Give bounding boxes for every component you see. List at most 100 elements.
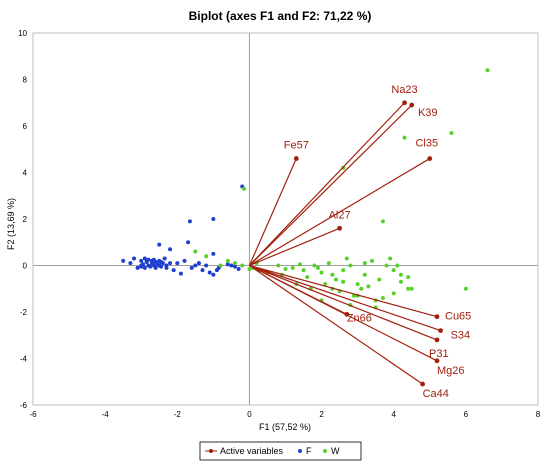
point-F [151, 257, 156, 262]
plot-area [32, 32, 539, 406]
point-W [380, 296, 385, 301]
vector-al27 [249, 227, 340, 267]
point-W [362, 261, 367, 266]
point-F [200, 268, 205, 273]
vector-end-p31 [434, 337, 440, 343]
vector-fe57 [248, 158, 297, 266]
variable-label-fe57: Fe57 [284, 140, 309, 152]
point-W [362, 272, 367, 277]
point-W [384, 263, 389, 268]
point-W [204, 254, 209, 259]
legend-label-F: F [306, 446, 312, 456]
chart-title: Biplot (axes F1 and F2: 71,22 %) [189, 9, 372, 23]
point-W [395, 263, 400, 268]
point-F [146, 257, 151, 262]
vector-end-na23 [402, 100, 407, 106]
point-W [330, 272, 335, 277]
vector-cu65 [249, 264, 438, 318]
x-tick-label: 0 [247, 410, 252, 419]
variable-label-s34: S34 [451, 330, 471, 342]
y-tick-label: -6 [20, 401, 28, 410]
point-F [141, 262, 146, 267]
vector-s34 [249, 264, 441, 332]
point-F [168, 261, 173, 266]
vector-end-al27 [337, 225, 343, 231]
point-W [240, 263, 245, 268]
x-tick-label: -6 [29, 410, 37, 419]
point-W [283, 266, 288, 271]
point-F [229, 263, 234, 268]
x-tick-label: 6 [464, 410, 469, 419]
variable-label-mg26: Mg26 [437, 365, 465, 377]
point-W [315, 265, 320, 270]
legend-box [199, 441, 362, 461]
legend-swatch-active [209, 449, 213, 453]
point-W [305, 275, 310, 280]
point-W [276, 263, 281, 268]
point-W [359, 286, 364, 291]
point-F [211, 272, 216, 277]
point-F [211, 217, 216, 221]
legend-swatch-F [298, 449, 302, 453]
point-F [162, 256, 167, 261]
point-W [380, 219, 385, 224]
point-W [297, 262, 302, 267]
point-F [204, 263, 209, 268]
point-F [233, 264, 237, 269]
point-W [326, 261, 331, 266]
point-F [128, 261, 133, 266]
point-W [377, 277, 382, 282]
point-W [485, 68, 490, 73]
point-F [164, 263, 169, 268]
point-F [159, 260, 164, 265]
point-F [139, 258, 144, 263]
point-F [171, 268, 176, 273]
point-W [233, 261, 237, 266]
point-W [301, 268, 306, 273]
variable-label-cu65: Cu65 [445, 311, 471, 323]
x-axis-ticks: -6 -4 -2 0 2 4 6 8 [29, 410, 540, 419]
vector-na23 [248, 102, 405, 266]
point-W [406, 275, 411, 280]
legend-label-W: W [331, 446, 340, 456]
y-tick-label: 2 [23, 215, 28, 224]
point-W [319, 270, 324, 275]
legend-label-active: Active variables [220, 446, 284, 456]
point-F [121, 258, 126, 263]
point-W [334, 277, 338, 282]
y-tick-label: 8 [23, 76, 28, 85]
point-F [236, 266, 241, 271]
point-F [175, 261, 180, 266]
vector-end-fe57 [293, 156, 299, 161]
point-W [341, 268, 346, 273]
variable-label-p31: P31 [429, 348, 449, 360]
y-tick-label: -2 [20, 308, 28, 317]
point-W [312, 263, 317, 268]
vector-cl35 [249, 158, 431, 267]
point-F [142, 256, 147, 261]
point-F [178, 271, 183, 276]
point-W [218, 263, 223, 268]
point-F [157, 242, 162, 247]
point-F [142, 265, 147, 270]
point-F [148, 264, 153, 269]
vector-end-k39 [409, 102, 415, 108]
point-W [290, 265, 295, 270]
point-W [355, 282, 360, 287]
x-tick-label: 8 [536, 410, 541, 419]
series-F-points [121, 184, 245, 277]
point-F [153, 265, 158, 270]
y-tick-label: 0 [23, 262, 28, 271]
point-F [193, 263, 198, 268]
y-axis-label: F2 (13,69 %) [6, 198, 16, 250]
x-axis-label: F1 (57,52 %) [259, 422, 311, 432]
point-W [344, 256, 349, 261]
point-W [409, 286, 414, 291]
point-F [187, 219, 192, 224]
point-W [391, 291, 396, 296]
point-F [182, 258, 187, 263]
point-W [323, 282, 328, 287]
y-tick-label: 4 [23, 169, 28, 178]
